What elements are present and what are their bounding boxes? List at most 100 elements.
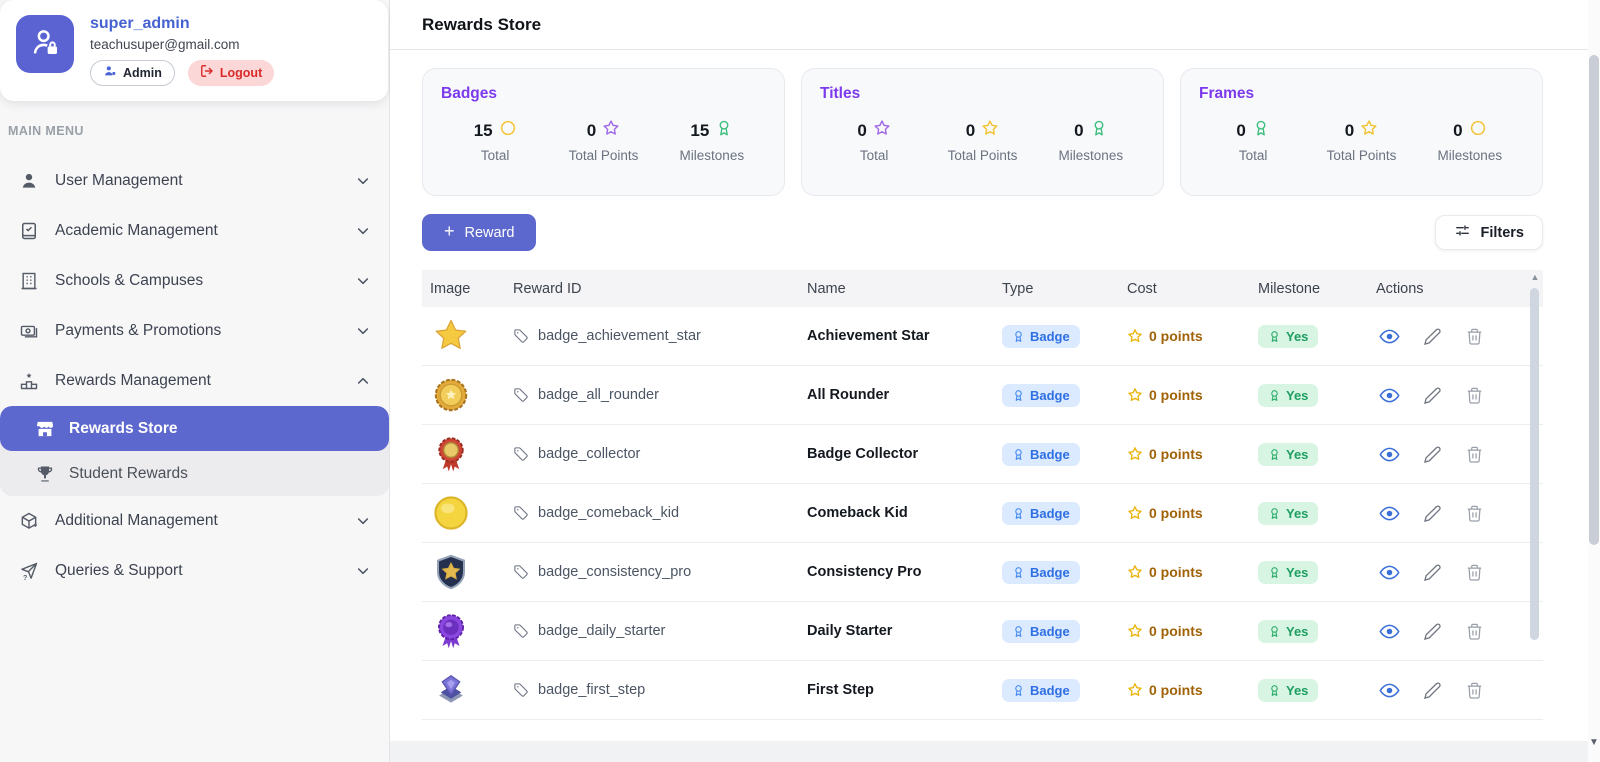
table-row-badge-daily-starter: badge_daily_starter Daily Starter Badge 0 p… [422,602,1543,661]
card-stats: 0 Total 0 Total Points 0 Milestones [1199,119,1524,163]
tag-icon [513,505,529,521]
type-cell: Badge [1002,560,1127,584]
stat-label: Total Points [947,148,1018,163]
logout-button-label: Logout [219,66,263,80]
chevron-down-icon [355,173,371,189]
filters-button[interactable]: Filters [1435,215,1543,250]
stat-card-frames: Frames 0 Total 0 Total Points 0 Milestones [1180,68,1543,196]
table-scrollbar[interactable]: ▲ [1530,272,1540,732]
building-icon [18,271,40,291]
tag-icon [513,328,529,344]
table-scroll-up-icon[interactable]: ▲ [1530,272,1540,282]
rewards-icon [18,371,40,391]
medal-gold-badge-image [432,376,470,414]
image-cell [430,376,513,414]
type-cell: Badge [1002,442,1127,466]
sidebar-item-academic-management[interactable]: Academic Management [0,206,389,256]
actions-cell [1376,444,1543,465]
delete-button[interactable] [1465,386,1484,405]
main-menu-label: MAIN MENU [8,124,84,138]
sidebar-item-user-management[interactable]: User Management [0,156,389,206]
actions-cell [1376,562,1543,583]
view-button[interactable] [1379,680,1400,701]
reward-name: Achievement Star [807,328,930,344]
reward-id-cell: badge_all_rounder [513,387,807,403]
cost-label: 0 points [1149,564,1203,580]
profile-email: teachusuper@gmail.com [90,37,240,52]
column-header-cost: Cost [1127,280,1157,297]
page-scrollbar-thumb[interactable] [1589,55,1599,545]
support-icon: ? [18,561,40,581]
chevron-down-icon [355,563,371,579]
edit-button[interactable] [1423,622,1442,641]
delete-button[interactable] [1465,445,1484,464]
view-button[interactable] [1379,385,1400,406]
delete-button[interactable] [1465,681,1484,700]
sidebar-item-label: Student Rewards [69,464,188,482]
table-row-badge-achievement-star: badge_achievement_star Achievement Star Ba… [422,307,1543,366]
view-button[interactable] [1379,503,1400,524]
admin-badge-label: Admin [123,66,162,80]
edit-button[interactable] [1423,386,1442,405]
view-button[interactable] [1379,326,1400,347]
profile-pills: Admin Logout [90,60,275,87]
table-body: badge_achievement_star Achievement Star Ba… [422,307,1543,720]
sidebar-item-label: User Management [55,172,183,189]
stat-value: 0 [1236,120,1246,140]
milestone-label: Yes [1286,623,1309,639]
tag-icon [513,682,529,698]
sidebar-item-additional-management[interactable]: Additional Management [0,496,389,546]
tag-icon [513,446,529,462]
edit-button[interactable] [1423,681,1442,700]
star-icon [1127,564,1143,580]
type-cell: Badge [1002,619,1127,643]
sliders-icon [1454,222,1471,243]
logout-button[interactable]: Logout [187,60,275,87]
view-button[interactable] [1379,621,1400,642]
reward-name: Consistency Pro [807,564,922,580]
sidebar-item-payments-promotions[interactable]: Payments & Promotions [0,306,389,356]
delete-button[interactable] [1465,622,1484,641]
type-badge-pill: Badge [1002,324,1080,348]
sidebar-item-rewards-management[interactable]: Rewards Management [0,356,389,406]
logout-icon [200,64,214,82]
actions-cell [1376,680,1543,701]
page-scroll-down-icon[interactable]: ▼ [1589,737,1599,748]
book-icon [18,221,40,241]
reward-name: First Step [807,682,874,698]
delete-button[interactable] [1465,563,1484,582]
edit-button[interactable] [1423,445,1442,464]
sidebar-item-schools-campuses[interactable]: Schools & Campuses [0,256,389,306]
sidebar-item-queries-support[interactable]: ? Queries & Support [0,546,389,596]
type-badge-pill: Badge [1002,501,1080,525]
sidebar-item-rewards-store[interactable]: Rewards Store [0,406,389,451]
store-icon [34,419,56,439]
edit-button[interactable] [1423,327,1442,346]
ribbon-icon [1268,330,1281,343]
stat-label: Milestones [1058,148,1124,163]
cost-label: 0 points [1149,623,1203,639]
page-title: Rewards Store [422,14,542,34]
image-cell [430,612,513,650]
table-scrollbar-thumb[interactable] [1530,288,1539,640]
table-row-badge-comeback-kid: badge_comeback_kid Comeback Kid Badge 0 poi… [422,484,1543,543]
view-button[interactable] [1379,562,1400,583]
edit-button[interactable] [1423,504,1442,523]
shield-star-badge-image [432,553,470,591]
user-lock-icon [29,26,61,63]
milestone-cell: Yes [1258,383,1376,407]
ribbon-green-icon [1090,119,1108,142]
milestone-cell: Yes [1258,619,1376,643]
milestone-pill: Yes [1258,678,1319,702]
delete-button[interactable] [1465,327,1484,346]
type-cell: Badge [1002,501,1127,525]
add-reward-button[interactable]: + Reward [422,214,537,251]
sidebar-item-student-rewards[interactable]: Student Rewards [0,451,389,496]
view-button[interactable] [1379,444,1400,465]
column-header-image: Image [430,280,471,297]
delete-button[interactable] [1465,504,1484,523]
edit-button[interactable] [1423,563,1442,582]
star-gold-badge-image [432,317,470,355]
page-scrollbar[interactable]: ▼ [1588,0,1600,762]
